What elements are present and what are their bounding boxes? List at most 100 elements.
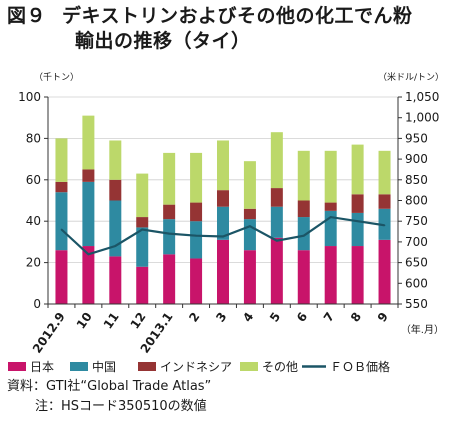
note-line: 注：HSコード350510の数値 — [35, 399, 207, 414]
bar-segment — [190, 258, 203, 304]
x-tick-label: 10 — [74, 310, 95, 332]
bar-segment — [217, 206, 229, 240]
fob-price-point — [249, 225, 251, 227]
bar-segment — [136, 266, 149, 304]
bar-segment — [136, 217, 149, 228]
bar-segment — [190, 202, 203, 222]
bar-segment — [82, 181, 95, 247]
fob-price-point — [276, 239, 278, 242]
y-right-tick-label: 800 — [405, 194, 428, 208]
y-right-tick-label: 600 — [405, 276, 428, 290]
legend-swatch — [138, 362, 156, 371]
legend-label: 中国 — [92, 359, 116, 374]
bar-segment — [270, 188, 283, 207]
fob-price-point — [383, 224, 386, 227]
bar-segment — [55, 181, 68, 193]
x-tick-label: 7 — [321, 310, 337, 325]
y-right-tick-label: 750 — [405, 214, 428, 228]
y-left-tick-label: 60 — [26, 173, 41, 187]
chart-title: 図９ デキストリンおよびその他の化工でん粉 輸出の推移（タイ） — [7, 4, 447, 54]
y-left-tick-label: 0 — [33, 297, 41, 311]
bar-segment — [243, 250, 256, 304]
source-line: 資料：GTI社“Global Trade Atlas” — [7, 379, 212, 394]
bar-segment — [82, 115, 95, 170]
fob-price-point — [60, 228, 63, 231]
bar-segment — [297, 217, 310, 251]
legend-swatch — [70, 362, 88, 371]
bar-segment — [55, 250, 68, 304]
x-tick-label: 3 — [213, 310, 229, 325]
y-left-tick-label: 20 — [26, 256, 41, 270]
fob-price-point — [356, 220, 359, 222]
legend-swatch — [240, 362, 258, 371]
bar-segment — [163, 254, 176, 304]
bar-segment — [55, 192, 68, 251]
y-right-tick-label: 950 — [405, 131, 428, 145]
x-axis-unit-label: （年.月） — [401, 323, 444, 336]
x-tick-label: 2012.9 — [30, 310, 68, 356]
y-left-tick-label: 80 — [26, 131, 41, 145]
x-tick-label: 11 — [101, 310, 122, 332]
x-tick-label: 2 — [186, 310, 202, 325]
fob-price-point — [114, 245, 117, 247]
legend-label: ＦＯＢ価格 — [330, 359, 390, 374]
bar-segment — [136, 227, 149, 267]
y-right-tick-label: 550 — [405, 297, 428, 311]
bar-segment — [190, 152, 203, 203]
title-line-1: 図９ デキストリンおよびその他の化工でん粉 — [7, 4, 447, 29]
fob-price-point — [141, 228, 144, 231]
legend-label: インドネシア — [160, 360, 232, 374]
bar-segment — [109, 140, 122, 180]
fob-price-point — [87, 253, 90, 256]
title-line-2: 輸出の推移（タイ） — [75, 30, 251, 52]
y-left-tick-label: 40 — [26, 214, 41, 228]
bar-segment — [243, 219, 256, 251]
bar-segment — [351, 144, 364, 195]
bar-segment — [217, 239, 229, 304]
bar-segment — [136, 173, 149, 218]
bar-segment — [109, 200, 122, 257]
x-tick-label: 12 — [128, 310, 149, 332]
fob-price-point — [195, 234, 197, 237]
bar-segment — [109, 179, 122, 201]
bar-segment — [163, 219, 176, 255]
legend-label: 日本 — [30, 360, 54, 374]
bar-segment — [82, 246, 95, 304]
bar-segment — [378, 239, 391, 304]
bar-segment — [243, 161, 256, 209]
bar-segment — [270, 132, 283, 189]
x-tick-label: 5 — [267, 310, 283, 325]
bar-segment — [190, 221, 203, 259]
bar-segment — [270, 237, 283, 304]
bar-segment — [297, 150, 310, 201]
bar-segment — [324, 246, 337, 304]
bars — [55, 115, 391, 304]
bar-segment — [351, 194, 364, 213]
bar-segment — [55, 138, 68, 182]
x-tick-label: 6 — [294, 310, 310, 325]
bar-segment — [324, 150, 337, 203]
y-right-tick-label: 650 — [405, 256, 428, 270]
bar-segment — [82, 169, 95, 182]
bar-segment — [217, 140, 229, 191]
fob-price-point — [222, 235, 224, 238]
y-left-tick-label: 100 — [18, 90, 41, 104]
x-tick-label: 8 — [348, 310, 364, 325]
x-tick-label: 9 — [375, 310, 391, 325]
bar-segment — [217, 190, 229, 207]
title-text-1: デキストリンおよびその他の化工でん粉 — [62, 5, 413, 27]
bar-segment — [378, 150, 391, 195]
fob-price-point — [168, 232, 170, 235]
bar-segment — [297, 250, 310, 304]
figure-number: 図９ — [7, 5, 47, 27]
legend-label: その他 — [262, 360, 298, 374]
fob-price-point — [302, 234, 305, 237]
bar-segment — [351, 212, 364, 247]
y-right-tick-label: 700 — [405, 235, 428, 249]
bar-segment — [351, 246, 364, 304]
fob-price-line-group — [60, 215, 386, 256]
bar-segment — [270, 206, 283, 238]
legend: 日本 中国 インドネシア その他 ＦＯＢ価格 — [8, 359, 390, 374]
bar-segment — [163, 152, 176, 205]
